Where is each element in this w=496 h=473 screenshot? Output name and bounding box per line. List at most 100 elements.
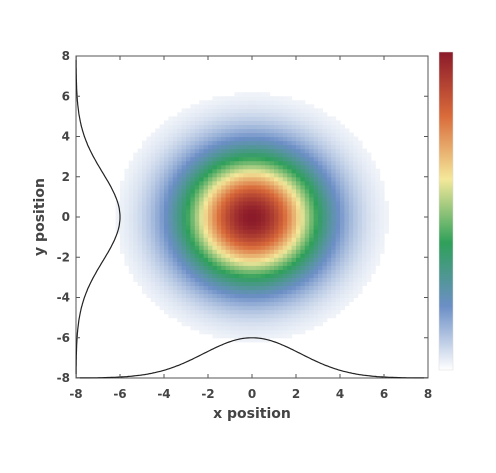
heatmap-cell [252,172,257,178]
heatmap-cell [150,217,156,222]
heatmap-cell [274,112,279,117]
heatmap-cell [155,285,161,291]
heatmap-cell [282,281,288,287]
heatmap-cell [137,245,143,250]
heatmap-cell [291,204,297,210]
heatmap-cell [150,164,156,170]
heatmap-cell [357,229,363,234]
heatmap-cell [194,325,200,331]
heatmap-cell [142,241,147,246]
heatmap-cell [172,200,178,206]
heatmap-cell [225,128,231,134]
heatmap-cell [340,261,345,266]
heatmap-cell [313,152,319,158]
heatmap-cell [234,253,240,258]
heatmap-cell [225,152,231,158]
heatmap-cell [348,204,354,210]
heatmap-cell [133,200,139,206]
heatmap-cell [133,245,139,250]
heatmap-cell [344,249,350,254]
heatmap-cell [296,277,301,282]
heatmap-cell [362,221,367,226]
heatmap-cell [331,285,337,291]
heatmap-cell [186,168,191,174]
heatmap-cell [208,261,213,266]
heatmap-cell [181,200,187,206]
heatmap-cell [291,253,297,258]
heatmap-cell [230,329,235,335]
heatmap-cell [256,148,262,154]
heatmap-cell [234,152,240,158]
heatmap-cell [318,184,323,190]
heatmap-cell [304,208,310,214]
heatmap-cell [124,208,130,214]
heatmap-cell [256,176,262,182]
heatmap-cell [243,200,249,206]
heatmap-cell [247,172,253,178]
heatmap-cell [155,200,161,206]
heatmap-cell [133,212,139,218]
heatmap-cell [304,229,310,234]
heatmap-cell [146,184,152,190]
heatmap-cell [322,160,328,166]
heatmap-cell [265,164,271,170]
heatmap-cell [313,192,319,198]
heatmap-cell [265,184,271,190]
heatmap-cell [225,289,231,295]
heatmap-cell [247,156,253,162]
heatmap-cell [203,257,209,262]
heatmap-cell [247,225,253,230]
heatmap-cell [366,188,372,194]
heatmap-cell [340,293,345,299]
heatmap-cell [287,217,293,222]
heatmap-cell [375,245,381,250]
heatmap-cell [300,168,306,174]
heatmap-cell [208,285,213,291]
heatmap-cell [362,176,367,182]
heatmap-cell [243,128,249,134]
heatmap-cell [278,188,284,194]
heatmap-cell [300,196,306,202]
heatmap-cell [291,208,297,214]
heatmap-cell [322,305,328,311]
heatmap-cell [225,196,231,202]
heatmap-cell [168,225,174,230]
heatmap-cell [230,317,235,323]
heatmap-cell [186,140,191,146]
heatmap-cell [260,285,266,291]
heatmap-cell [133,184,139,190]
heatmap-cell [278,104,284,109]
heatmap-cell [181,180,187,186]
heatmap-cell [186,321,191,327]
heatmap-cell [190,116,196,121]
heatmap-cell [304,257,310,262]
heatmap-cell [335,188,341,194]
heatmap-cell [230,333,235,339]
heatmap-cell [287,321,293,327]
heatmap-cell [340,132,345,138]
heatmap-cell [234,176,240,182]
heatmap-cell [150,237,156,242]
heatmap-cell [172,164,178,170]
heatmap-cell [243,269,249,274]
heatmap-cell [322,293,328,299]
heatmap-cell [190,204,196,210]
heatmap-cell [247,265,253,270]
heatmap-cell [133,233,139,238]
heatmap-cell [221,233,227,238]
heatmap-cell [287,196,293,202]
heatmap-cell [340,253,345,258]
heatmap-cell [216,212,222,218]
heatmap-cell [212,164,218,170]
heatmap-cell [128,196,134,202]
heatmap-cell [172,273,178,278]
heatmap-cell [265,217,271,222]
heatmap-cell [225,136,231,142]
heatmap-cell [282,176,288,182]
heatmap-cell [269,176,275,182]
heatmap-cell [256,261,262,266]
heatmap-cell [186,192,191,198]
heatmap-cell [331,196,337,202]
heatmap-cell [221,265,227,270]
heatmap-cell [357,261,363,266]
